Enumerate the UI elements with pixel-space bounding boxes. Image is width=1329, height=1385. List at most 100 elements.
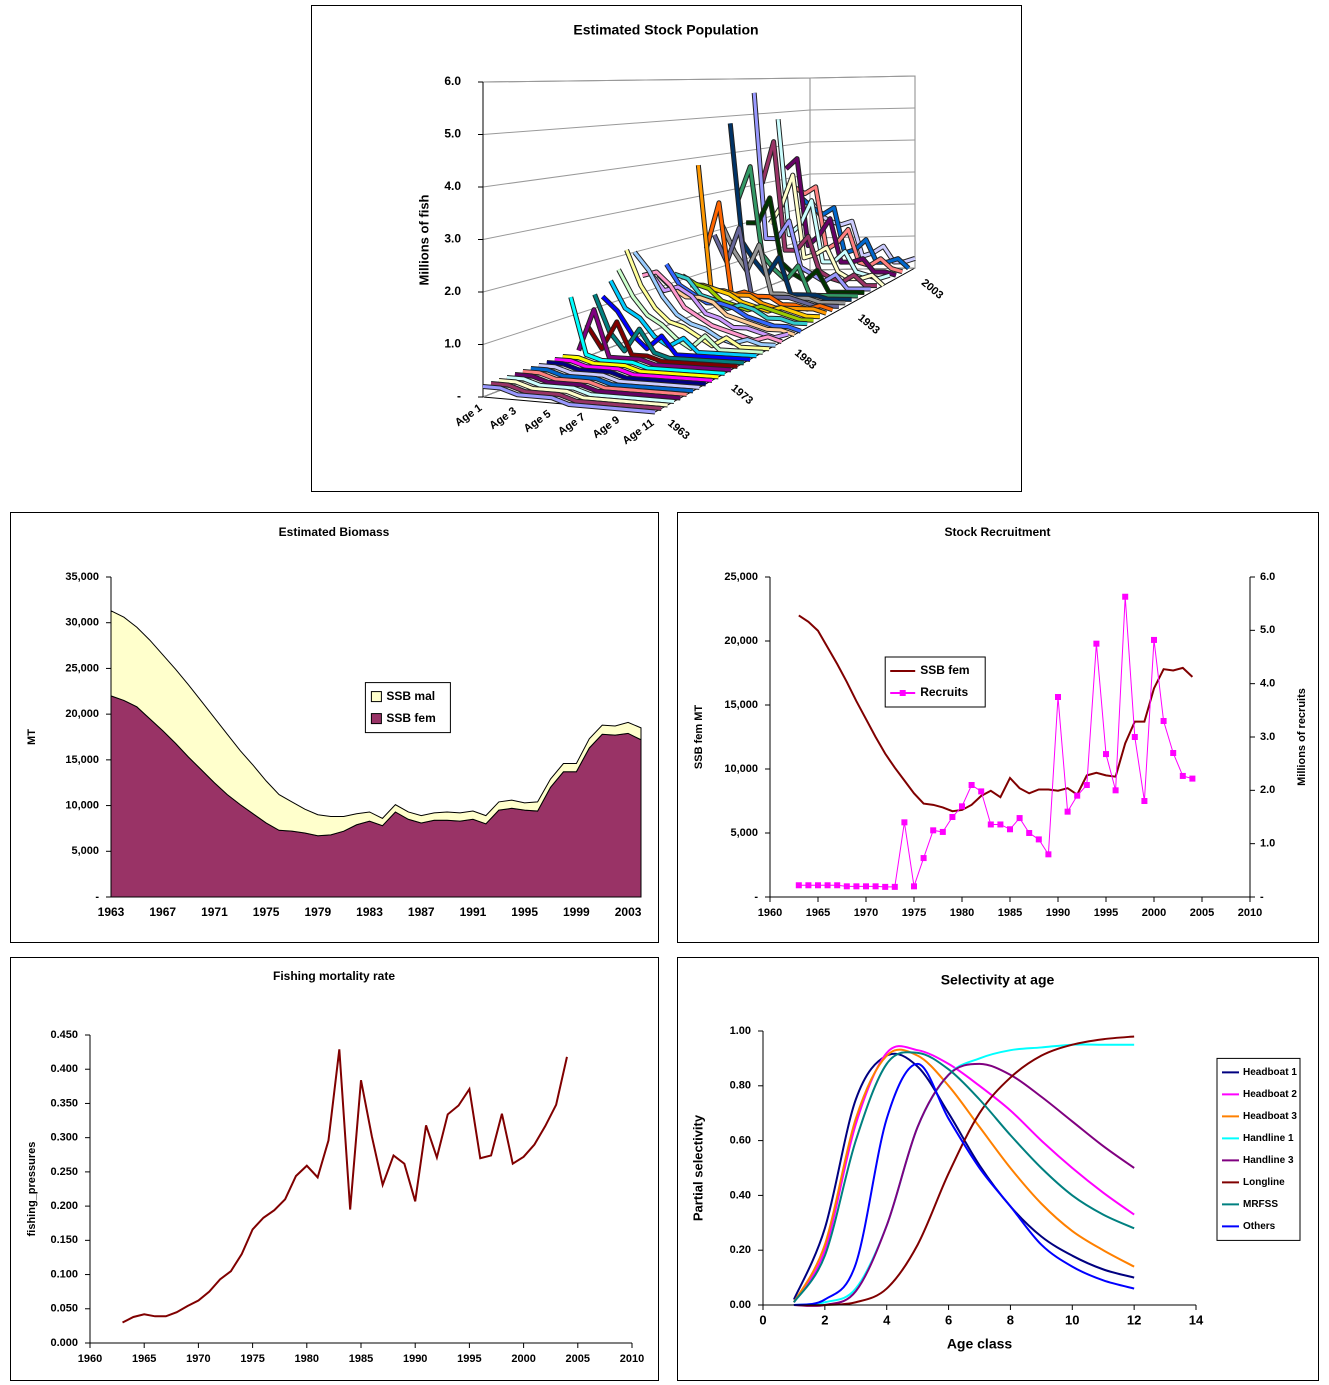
y-tick-label: 0.450 [50,1029,78,1041]
x-tick-label: 4 [883,1312,891,1327]
y-tick-label: 0.000 [50,1337,78,1349]
marker [1093,640,1100,647]
x-tick-label: 1995 [511,905,538,919]
series-line [768,173,885,287]
grid-line [809,171,916,175]
y2-tick-label: - [1260,891,1264,903]
x-tick-label: 1979 [304,905,331,919]
x-tick-label: 1995 [457,1353,481,1365]
marker [939,828,946,835]
series-line [577,308,732,372]
y-tick-label: 0.150 [50,1234,78,1246]
marker [815,882,821,889]
marker [930,827,937,834]
x-tick-label: 0 [759,1312,766,1327]
marker [978,788,985,795]
chart-title: Estimated Stock Population [573,22,758,38]
y-tick-label: 0.300 [50,1132,78,1144]
chart-title: Selectivity at age [941,972,1055,988]
series-line [642,270,783,344]
y-tick-label: 15,000 [724,699,758,711]
x-tick-label: 1967 [149,905,176,919]
y2-tick-label: 4.0 [1260,678,1275,690]
series-line [720,224,846,305]
y2-tick-label: 3.0 [1260,731,1275,743]
x-tick-label: 1965 [132,1353,156,1365]
x-tick-label: 1963 [98,905,125,919]
x-tick-label: 8 [1007,1312,1014,1327]
series-line [657,273,796,337]
y-tick-label: 35,000 [65,571,99,583]
series-line [585,320,738,368]
marker [1160,718,1167,724]
legend-swatch [370,691,382,703]
y-tick-label: 0.250 [50,1166,78,1178]
y-tick-label: 0.100 [50,1268,78,1280]
legend-label: SSB fem [920,663,969,677]
x-tick-label: 1990 [1046,907,1070,919]
y-tick-label: 20,000 [65,708,99,720]
y-axis-label: Millions of fish [416,194,431,285]
marker [853,883,860,890]
series-line [793,1045,1135,1303]
marker [1064,808,1071,815]
grid-line [809,235,916,239]
chart-frame [10,957,659,1381]
x-tick-label: 2000 [1142,907,1166,919]
x-axis-label: Age class [947,1336,1013,1352]
x-tick-label: 1970 [854,907,878,919]
y-tick-label: 20,000 [724,635,758,647]
series-line [798,614,1194,813]
grid-line [809,203,916,207]
x-tick-label: 1987 [408,905,435,919]
legend-label: Headboat 1 [1243,1067,1297,1078]
chart-frame [677,957,1319,1381]
y-tick-label: 0.050 [50,1303,78,1315]
marker [1189,775,1196,782]
y-tick-label: 25,000 [65,662,99,674]
marker [911,883,917,890]
series-line [562,355,719,379]
x-tick-label: 1983 [356,905,383,919]
grid-line [482,77,811,83]
x-tick-label: 1980 [950,907,974,919]
x-tick-label: 1975 [902,907,926,919]
y-tick-label: 5.0 [444,127,461,141]
marker [920,855,927,862]
y-tick-label: 0.200 [50,1200,78,1212]
legend-label: Headboat 3 [1243,1111,1297,1122]
legend-label: Recruits [920,685,968,699]
x-tick-label: 10 [1065,1312,1079,1327]
y-tick-label: 5,000 [71,845,99,857]
legend-label: SSB fem [386,711,435,725]
y-tick-label: - [754,891,758,903]
x-tick-label: 1965 [806,907,830,919]
marker [987,821,994,828]
y-axis-label: SSB fem MT [693,705,705,769]
x-tick-label: 1995 [1094,907,1118,919]
series-line [625,249,770,351]
marker [1151,636,1157,643]
x-tick-label: 1971 [201,905,228,919]
x-tick-label: 2 [821,1312,828,1327]
marker [1083,782,1090,788]
y2-tick-label: 6.0 [1260,571,1275,583]
x-tick-label: 1985 [349,1353,373,1365]
series-line [593,293,744,365]
y-axis-label: fishing_pressures [26,1142,38,1237]
y-tick-label: 3.0 [444,232,461,246]
y-tick-label: 30,000 [65,617,99,629]
y-tick-label: 0.00 [730,1299,751,1311]
y-tick-label: 0.80 [730,1080,751,1092]
x-tick-label: 2005 [566,1353,590,1365]
marker [1103,751,1109,758]
x-tick-label: 1975 [253,905,280,919]
y-tick-label: 0.400 [50,1063,78,1075]
marker [997,821,1004,828]
series-line [498,379,668,407]
marker [1055,694,1061,700]
chart-frame [677,512,1319,943]
marker [824,882,831,889]
marker [901,819,908,826]
marker [1074,792,1081,799]
